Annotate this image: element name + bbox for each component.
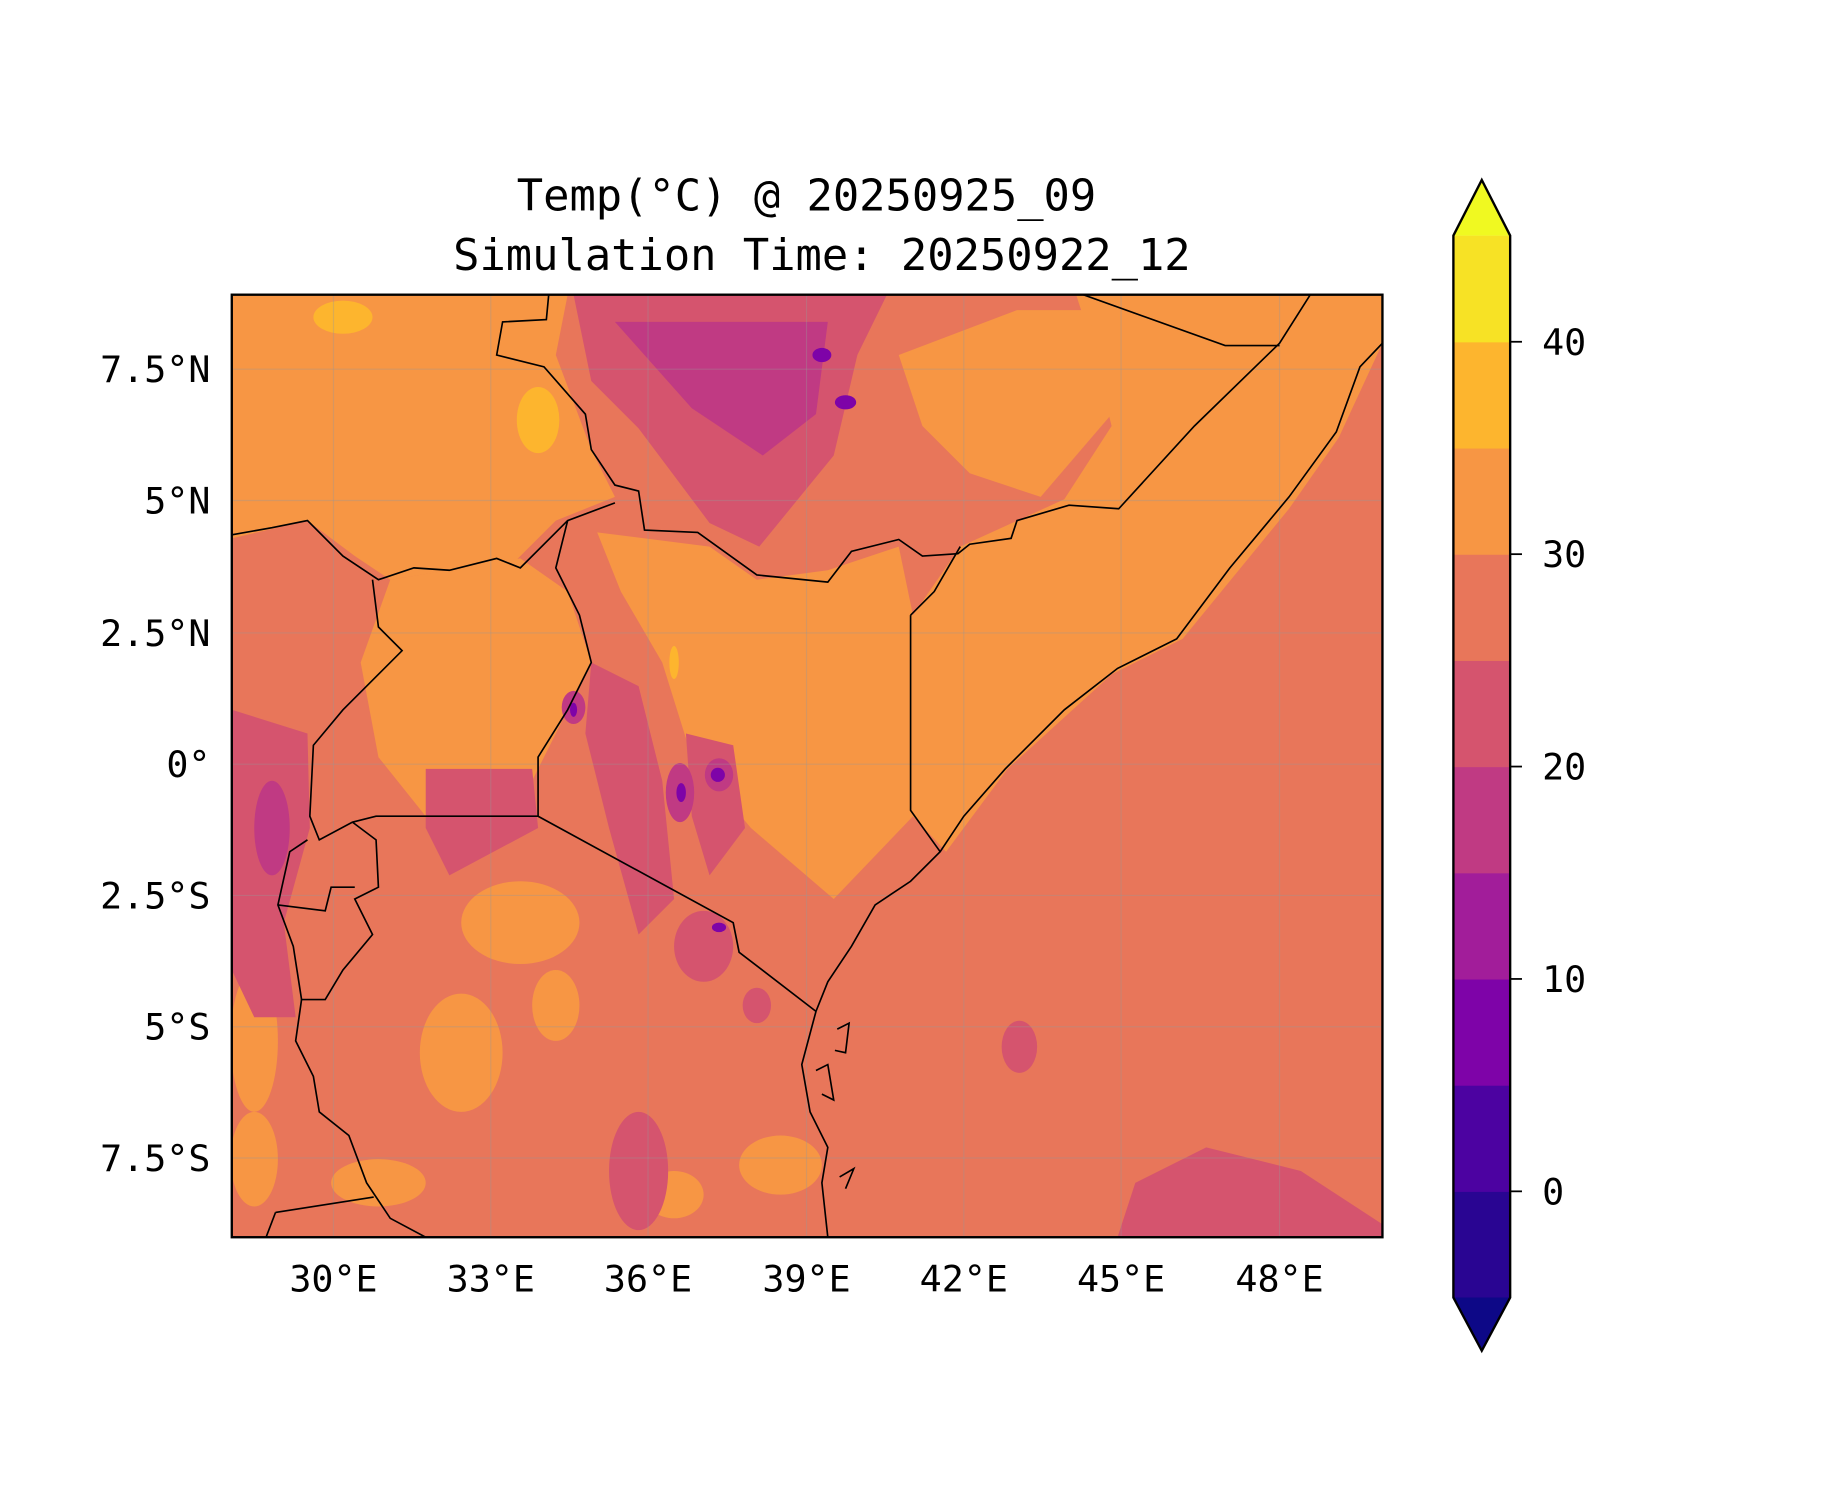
colorbar-segment <box>1453 1085 1511 1192</box>
x-tick-label: 33°E <box>447 1258 535 1301</box>
y-tick-label: 5°N <box>144 479 210 522</box>
colorbar-tick-label: 20 <box>1542 746 1586 789</box>
y-tick-label: 2.5°N <box>100 612 210 655</box>
x-tick-label: 36°E <box>604 1258 692 1301</box>
temperature-map <box>231 294 1383 1238</box>
colorbar-tick-label: 30 <box>1542 533 1586 576</box>
colorbar-segment <box>1453 1191 1511 1299</box>
y-tick-label: 0° <box>166 743 210 786</box>
colorbar-outline <box>1452 177 1512 1354</box>
colorbar-segment <box>1453 235 1511 343</box>
colorbar-segment <box>1453 341 1511 449</box>
y-tick-label: 2.5°S <box>100 874 210 917</box>
colorbar-segment <box>1453 978 1511 1086</box>
x-tick-label: 48°E <box>1235 1258 1323 1301</box>
chart-subtitle: Simulation Time: 20250922_12 <box>453 230 1191 281</box>
colorbar-tick-label: 10 <box>1542 958 1586 1001</box>
colorbar-segment <box>1453 447 1511 555</box>
x-tick-label: 39°E <box>762 1258 850 1301</box>
colorbar-extend-over <box>1453 179 1511 236</box>
y-tick-label: 7.5°N <box>100 348 210 391</box>
y-axis: 7.5°N 5°N 2.5°N 0° 2.5°S 5°S 7.5°S <box>100 348 210 1180</box>
x-axis: 30°E 33°E 36°E 39°E 42°E 45°E 48°E <box>289 1258 1323 1301</box>
band-5-10 <box>570 347 857 933</box>
chart-title: Temp(°C) @ 20250925_09 <box>517 171 1096 222</box>
x-tick-label: 30°E <box>289 1258 377 1301</box>
gridlines <box>231 294 1383 1238</box>
colorbar-tick-label: 40 <box>1542 321 1586 364</box>
colorbar-extend-under <box>1453 1297 1511 1351</box>
colorbar: 0 10 20 30 40 <box>1452 177 1586 1354</box>
colorbar-segment <box>1453 660 1511 768</box>
y-tick-label: 5°S <box>144 1006 210 1049</box>
colorbar-tick-label: 0 <box>1542 1170 1564 1213</box>
band-15-20 <box>254 321 828 876</box>
map-frame <box>230 293 1384 1239</box>
band-35-40 <box>313 300 679 680</box>
country-borders <box>231 294 1383 1238</box>
colorbar-segment <box>1453 872 1511 980</box>
y-tick-label: 7.5°S <box>100 1137 210 1180</box>
x-tick-label: 45°E <box>1077 1258 1165 1301</box>
x-tick-label: 42°E <box>920 1258 1008 1301</box>
colorbar-segment <box>1453 554 1511 661</box>
colorbar-segment <box>1453 766 1511 874</box>
band-30-35 <box>231 294 1383 1219</box>
